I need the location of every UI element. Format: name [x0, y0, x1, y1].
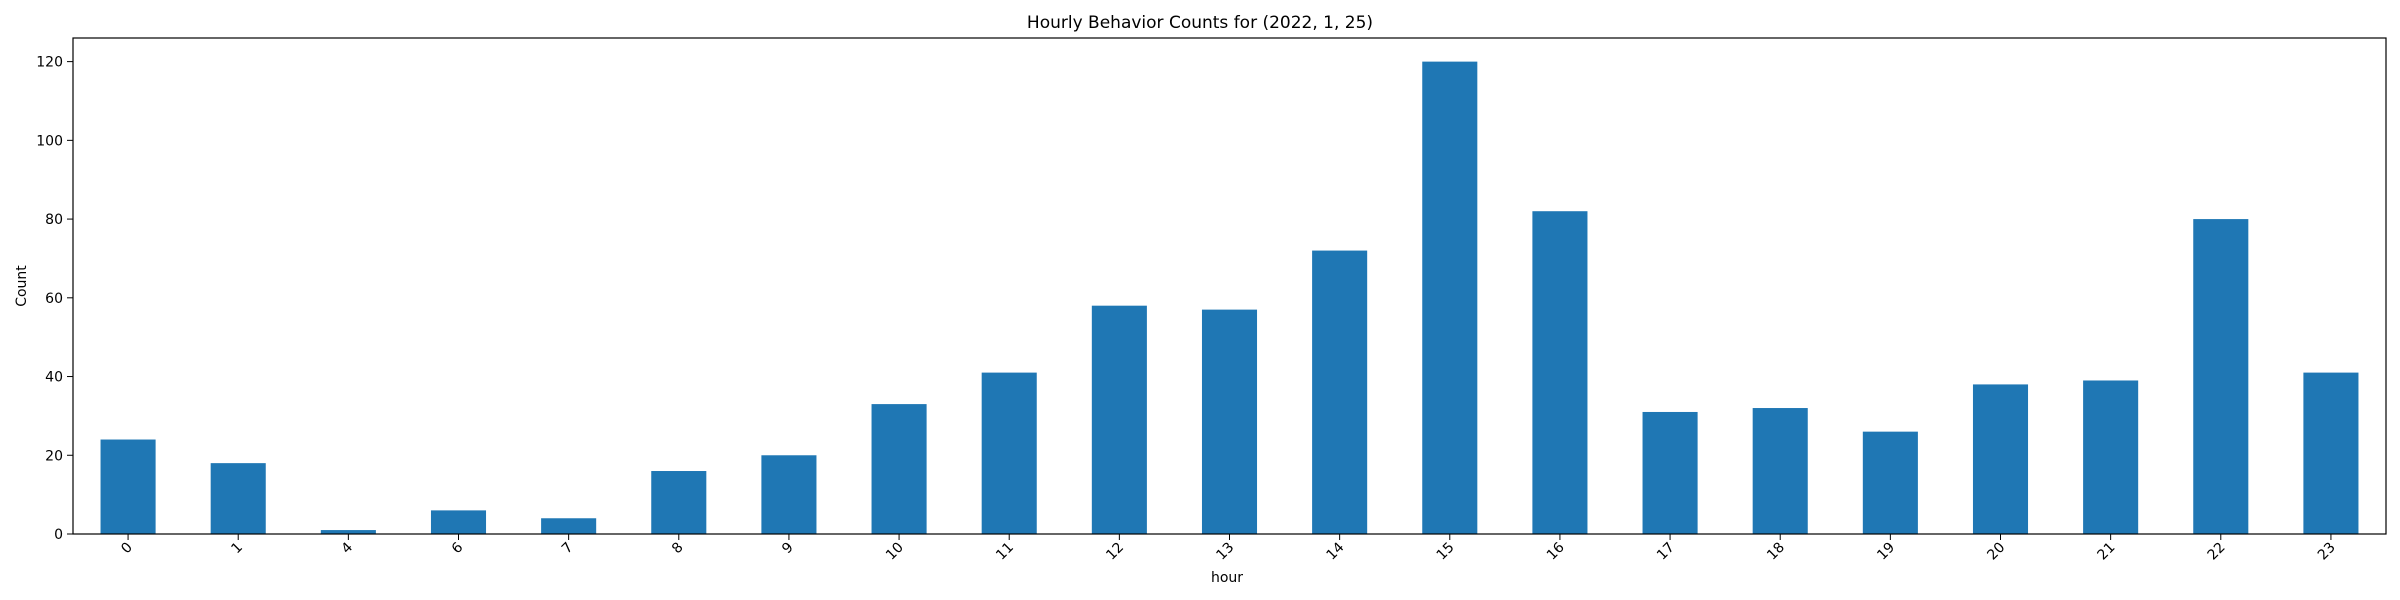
x-tick-label: 15 — [1434, 540, 1458, 564]
bar-hour-11 — [981, 372, 1037, 534]
x-tick-label: 0 — [118, 540, 136, 558]
x-tick-label: 12 — [1103, 540, 1127, 564]
x-tick-label: 4 — [339, 539, 357, 557]
y-tick-label: 100 — [36, 133, 63, 149]
x-axis-ticks: 0 1 4 6 7 8 9 10 11 12 13 14 15 16 17 18 19 20 21 22 23 — [118, 534, 2339, 564]
x-tick-label: 20 — [1984, 540, 2008, 564]
x-tick-label: 13 — [1213, 540, 1237, 564]
bar-hour-21 — [2083, 380, 2139, 534]
x-tick-label: 16 — [1544, 539, 1568, 563]
bar-hour-15 — [1422, 61, 1478, 534]
x-tick-label: 6 — [449, 539, 467, 557]
x-tick-label: 21 — [2095, 540, 2119, 564]
bar-hour-17 — [1642, 411, 1698, 534]
x-tick-label: 7 — [559, 540, 577, 558]
chart-title: Hourly Behavior Counts for (2022, 1, 25) — [1027, 13, 1373, 33]
x-tick-label: 14 — [1324, 539, 1348, 563]
x-tick-label: 22 — [2205, 540, 2229, 564]
x-tick-label: 18 — [1764, 540, 1788, 564]
bar-hour-13 — [1201, 309, 1258, 534]
x-tick-label: 9 — [779, 540, 797, 558]
x-axis-label: hour — [1211, 570, 1243, 586]
bar-hour-10 — [871, 404, 927, 534]
bar-hour-23 — [2303, 372, 2359, 534]
plot-frame — [72, 37, 2387, 535]
bar-hour-20 — [1972, 384, 2029, 534]
y-tick-label: 40 — [45, 370, 63, 386]
bar-hour-14 — [1312, 250, 1368, 535]
y-axis-label: Count — [14, 265, 30, 307]
bar-hour-12 — [1091, 305, 1147, 534]
x-tick-label: 19 — [1874, 540, 1898, 564]
bar-hour-4 — [320, 530, 376, 534]
y-tick-label: 120 — [36, 55, 63, 71]
bar-hour-6 — [430, 510, 487, 534]
bar-hour-16 — [1532, 211, 1588, 534]
y-tick-label: 0 — [54, 527, 63, 543]
x-tick-label: 8 — [669, 540, 687, 558]
bar-hour-9 — [761, 455, 817, 534]
bar-hour-7 — [541, 518, 597, 534]
x-tick-label: 11 — [993, 540, 1017, 564]
bar-hour-0 — [100, 439, 156, 534]
bars-group — [100, 61, 2359, 535]
bar-hour-1 — [210, 463, 266, 534]
bar-hour-8 — [651, 471, 707, 534]
bar-hour-22 — [2193, 219, 2249, 535]
y-tick-label: 60 — [45, 291, 63, 307]
x-tick-label: 1 — [228, 540, 246, 558]
x-tick-label: 17 — [1654, 540, 1678, 564]
bar-hour-18 — [1752, 408, 1808, 534]
y-axis-ticks: 0 20 40 60 80 100 120 — [36, 55, 73, 543]
y-tick-label: 80 — [45, 212, 63, 228]
x-tick-label: 23 — [2315, 540, 2339, 564]
x-tick-label: 10 — [883, 540, 907, 564]
y-tick-label: 20 — [45, 448, 63, 464]
bar-hour-19 — [1862, 431, 1918, 534]
